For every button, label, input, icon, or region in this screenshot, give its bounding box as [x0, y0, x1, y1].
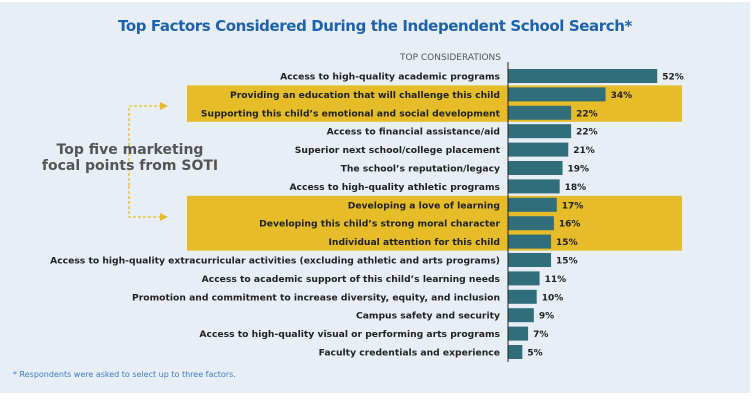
category-label: Superior next school/college placement	[295, 145, 501, 156]
category-label: Supporting this child’s emotional and so…	[201, 108, 501, 119]
value-label: 17%	[562, 201, 584, 211]
bar	[508, 216, 554, 231]
bar	[508, 161, 563, 175]
arrow-line-top	[128, 105, 160, 186]
bar	[508, 289, 537, 304]
category-label: Access to high-quality extracurricular a…	[50, 256, 500, 267]
annotation-text: Top five marketing focal points from SOT…	[41, 142, 219, 174]
bar	[508, 271, 540, 286]
category-label: Developing a love of learning	[348, 200, 500, 211]
arrow-head-bottom	[160, 213, 168, 221]
bar	[508, 69, 658, 83]
category-label: Campus safety and security	[356, 311, 500, 322]
bar	[508, 234, 552, 249]
value-label: 22%	[576, 109, 598, 119]
category-label: Access to financial assistance/aid	[327, 127, 500, 138]
category-label: Access to high-quality academic programs	[280, 72, 500, 83]
arrow-head-top	[160, 102, 168, 110]
category-label: The school’s reputation/legacy	[341, 164, 500, 175]
bar	[508, 308, 534, 323]
value-label: 52%	[662, 73, 684, 83]
value-label: 19%	[568, 165, 590, 175]
bar	[508, 345, 523, 359]
column-header: TOP CONSIDERATIONS	[400, 53, 501, 63]
value-label: 22%	[576, 128, 598, 138]
value-label: 15%	[556, 238, 578, 248]
value-label: 11%	[545, 275, 567, 285]
bar	[508, 253, 552, 267]
category-label: Access to high-quality visual or perform…	[199, 329, 500, 340]
category-label: Promotion and commitment to increase div…	[132, 292, 500, 303]
bar	[508, 124, 572, 139]
value-label: 16%	[559, 220, 581, 230]
category-label: Individual attention for this child	[329, 237, 501, 248]
bar	[508, 105, 572, 120]
bar	[508, 87, 606, 102]
value-label: 15%	[556, 257, 578, 267]
bar	[508, 179, 560, 194]
value-label: 7%	[533, 330, 548, 340]
value-label: 5%	[527, 349, 542, 359]
chart-title: Top Factors Considered During the Indepe…	[118, 17, 632, 35]
value-label: 9%	[539, 312, 554, 322]
arrow-line-bottom	[128, 186, 160, 218]
bar	[508, 142, 569, 157]
category-label: Developing this child’s strong moral cha…	[259, 219, 500, 230]
value-label: 34%	[611, 91, 633, 101]
category-label: Providing an education that will challen…	[230, 90, 500, 101]
value-label: 18%	[565, 183, 587, 193]
category-label: Access to high-quality athletic programs	[289, 182, 500, 193]
bar	[508, 197, 557, 212]
category-label: Faculty credentials and experience	[319, 348, 500, 359]
value-label: 21%	[573, 146, 595, 156]
category-label: Access to academic support of this child…	[202, 274, 501, 285]
footnote: * Respondents were asked to select up to…	[13, 370, 236, 379]
value-label: 10%	[542, 293, 564, 303]
highlight-box-2	[187, 195, 682, 251]
bar	[508, 326, 529, 341]
